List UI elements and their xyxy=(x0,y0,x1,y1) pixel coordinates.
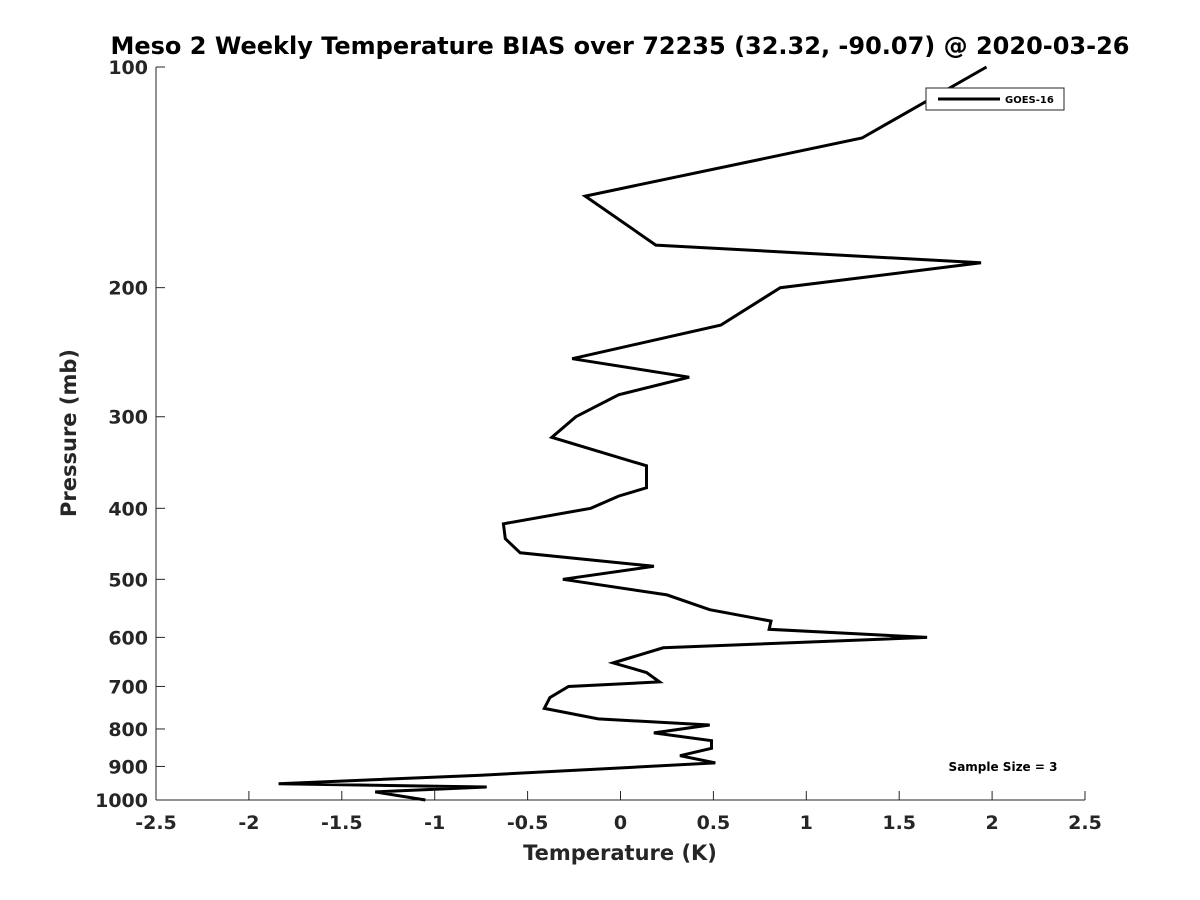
x-tick-label: 2.5 xyxy=(1068,812,1102,834)
x-tick-label: -2 xyxy=(238,812,259,834)
x-tick-label: -1 xyxy=(424,812,445,834)
y-tick-label: 700 xyxy=(108,676,148,698)
y-tick-label: 200 xyxy=(108,278,148,300)
x-tick-label: -0.5 xyxy=(507,812,549,834)
y-tick-label: 100 xyxy=(108,57,148,79)
y-tick-label: 500 xyxy=(108,569,148,591)
x-tick-label: -1.5 xyxy=(321,812,363,834)
y-tick-label: 400 xyxy=(108,498,148,520)
x-tick-label: 0 xyxy=(614,812,627,834)
legend-label-goes-16: GOES-16 xyxy=(1005,95,1054,106)
x-axis-label: Temperature (K) xyxy=(523,841,717,865)
y-axis-label: Pressure (mb) xyxy=(57,349,81,517)
x-tick-label: 2 xyxy=(985,812,998,834)
y-tick-label: 900 xyxy=(108,756,148,778)
x-tick-label: 1 xyxy=(800,812,813,834)
x-tick-label: 0.5 xyxy=(697,812,731,834)
x-tick-label: 1.5 xyxy=(882,812,916,834)
y-ticks: 100 200 300 400 500 600 700 800 900 1000 xyxy=(95,57,165,812)
legend: GOES-16 xyxy=(925,87,1065,111)
x-tick-label: -2.5 xyxy=(135,812,177,834)
y-tick-label: 600 xyxy=(108,627,148,649)
sample-size-annotation: Sample Size = 3 xyxy=(949,760,1058,774)
y-tick-label: 1000 xyxy=(95,790,148,812)
x-ticks: -2.5 -2 -1.5 -1 -0.5 0 0.5 1 1.5 2 2.5 xyxy=(135,791,1102,834)
series-line-goes-16 xyxy=(278,65,988,802)
chart-title: Meso 2 Weekly Temperature BIAS over 7223… xyxy=(110,32,1129,60)
y-tick-label: 800 xyxy=(108,719,148,741)
y-tick-label: 300 xyxy=(108,407,148,429)
series-group xyxy=(278,65,988,802)
